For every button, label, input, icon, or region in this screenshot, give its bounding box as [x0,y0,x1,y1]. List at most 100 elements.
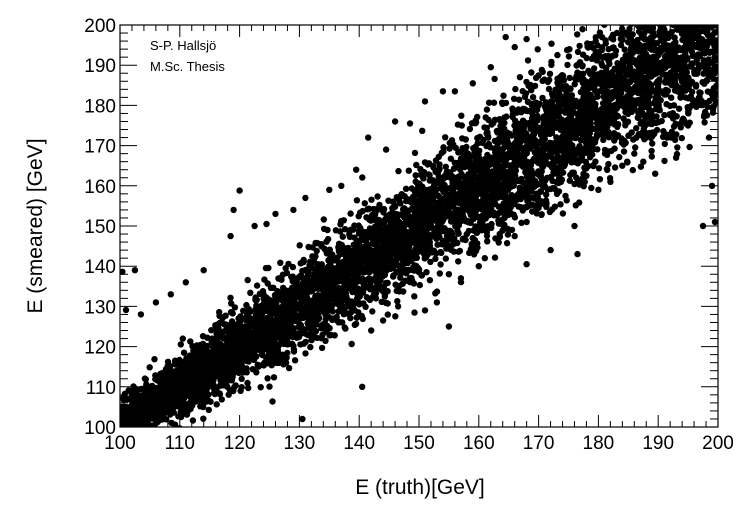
scatter-point [359,174,366,181]
scatter-point [709,106,717,113]
scatter-point [713,82,718,90]
scatter-point [503,240,511,247]
scatter-point [588,184,595,192]
scatter-point [510,95,518,103]
scatter-point [216,308,223,316]
scatter-point [626,25,633,33]
scatter-point [413,161,420,169]
scatter-point [402,266,409,274]
scatter-point [455,258,462,265]
scatter-point [533,210,540,217]
scatter-point [568,144,575,151]
scatter-point [384,311,391,318]
scatter-point [240,352,247,359]
scatter-point [571,81,578,88]
scatter-point [531,149,538,156]
scatter-point [285,364,293,372]
scatter-point [567,157,575,164]
scatter-point [600,54,607,61]
scatter-point [523,179,530,186]
scatter-point [199,333,207,340]
scatter-point [266,383,273,390]
scatter-point [149,382,156,390]
scatter-point [591,87,599,94]
scatter-point [358,261,365,268]
scatter-point [268,362,275,369]
scatter-point [559,210,567,217]
scatter-point [472,119,480,126]
scatter-point [512,127,519,134]
scatter-point [537,131,545,139]
scatter-point [634,36,641,44]
scatter-point [483,142,490,150]
scatter-point [423,269,430,276]
scatter-point [230,387,237,395]
scatter-point [171,421,179,427]
scatter-point [355,309,362,316]
scatter-point [648,153,655,160]
scatter-point [401,193,408,200]
scatter-point [249,366,256,373]
scatter-point [146,364,153,371]
scatter-point [189,417,197,424]
scatter-point [395,167,402,175]
scatter-point [483,130,490,137]
scatter-point [300,258,307,266]
scatter-point [440,144,447,151]
scatter-point [234,325,241,332]
scatter-point [509,110,517,118]
scatter-point [461,146,469,153]
scatter-point [540,162,547,169]
scatter-point [405,167,412,174]
scatter-point [533,181,540,189]
scatter-point [638,55,645,62]
scatter-point [636,41,644,49]
scatter-point [458,112,465,119]
scatter-point [605,55,613,62]
scatter-point [235,369,243,377]
scatter-point [548,40,555,47]
scatter-point [171,358,179,366]
scatter-point [238,375,245,382]
scatter-point [320,216,327,223]
scatter-point [574,31,581,38]
scatter-point [457,173,465,180]
scatter-point [304,287,311,295]
scatter-point [225,391,232,398]
scatter-point [337,228,344,235]
scatter-point [396,254,403,261]
scatter-point [492,235,499,242]
scatter-point [412,172,419,179]
scatter-point [528,87,535,94]
scatter-point [341,226,349,233]
scatter-point [397,200,404,207]
scatter-point [289,263,297,271]
scatter-point [392,281,399,288]
scatter-point [466,125,474,133]
scatter-point [562,149,569,156]
scatter-point [322,337,329,344]
scatter-point [549,206,556,213]
scatter-point [430,182,438,189]
scatter-point [644,55,651,62]
scatter-point [327,258,335,265]
scatter-point [500,92,507,99]
scatter-point [389,209,396,216]
scatter-point [542,197,550,204]
scatter-point [501,114,508,121]
scatter-point [125,395,132,403]
scatter-point [634,114,641,121]
scatter-point [516,74,524,81]
scatter-point [610,73,617,81]
scatter-point [325,265,333,272]
scatter-point [648,147,655,155]
scatter-point [384,279,391,287]
scatter-point [527,134,534,141]
scatter-point [213,341,221,348]
scatter-point [342,274,350,281]
scatter-point [688,62,695,69]
scatter-point [539,77,546,85]
scatter-point [426,277,434,284]
scatter-point [410,249,417,256]
scatter-point [648,108,655,115]
